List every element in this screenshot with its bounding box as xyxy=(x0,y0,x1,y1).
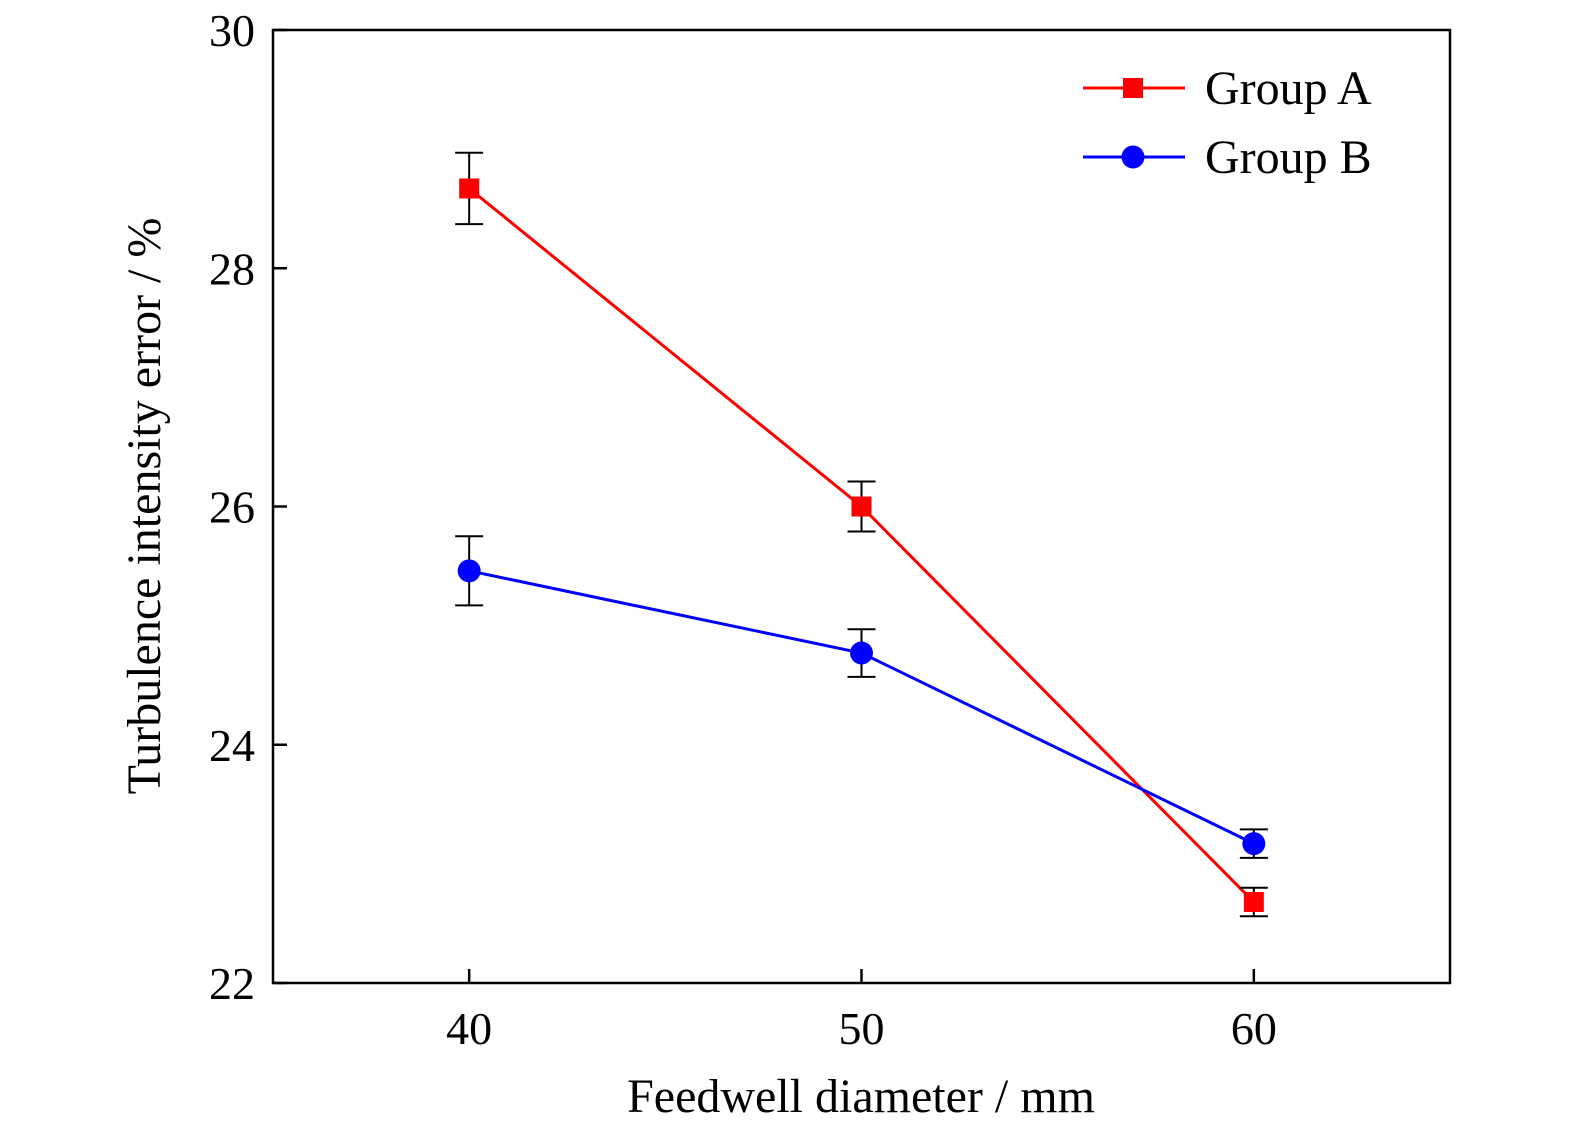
y-tick-label: 28 xyxy=(209,243,255,294)
series-line xyxy=(468,187,1255,904)
legend-label: Group A xyxy=(1205,62,1372,115)
data-point xyxy=(850,641,873,665)
legend-marker xyxy=(1121,145,1145,169)
y-tick-label: 24 xyxy=(209,720,255,771)
x-tick-label: 40 xyxy=(446,1003,492,1054)
x-axis-title: Feedwell diameter / mm xyxy=(627,1070,1095,1123)
data-point xyxy=(1242,832,1266,856)
series-line xyxy=(468,569,1255,845)
data-point xyxy=(851,496,872,517)
y-tick-label: 22 xyxy=(209,958,255,1009)
data-point xyxy=(459,178,480,199)
x-axis: 40 50 60 xyxy=(446,969,1277,1054)
data-point xyxy=(1243,891,1264,912)
series-layer xyxy=(455,151,1268,918)
x-tick-label: 60 xyxy=(1231,1003,1277,1054)
legend-marker xyxy=(1123,78,1143,98)
y-tick-label: 30 xyxy=(209,5,255,56)
y-tick-label: 26 xyxy=(209,482,255,533)
legend-label: Group B xyxy=(1205,131,1372,184)
y-axis-title: Turbulence intensity error / % xyxy=(118,218,171,795)
y-axis: 22 24 26 28 30 xyxy=(209,5,287,1009)
data-point xyxy=(457,559,481,583)
x-tick-label: 50 xyxy=(839,1003,885,1054)
legend: Group A Group B xyxy=(1083,62,1372,184)
